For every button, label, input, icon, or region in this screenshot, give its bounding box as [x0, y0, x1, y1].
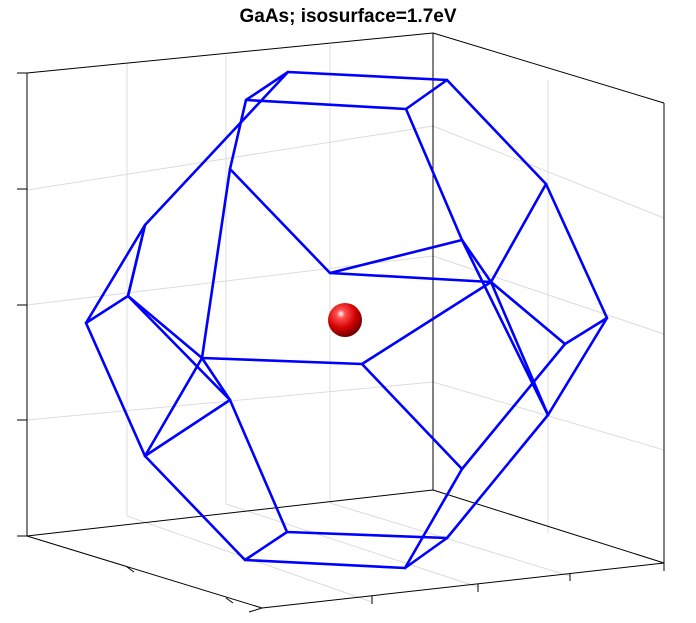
atom-sphere [328, 303, 362, 337]
tick-marks [17, 72, 665, 613]
axes-box [26, 32, 665, 609]
isosurface-wireframe [84, 70, 609, 570]
figure-title: GaAs; isosurface=1.7eV [239, 6, 457, 27]
